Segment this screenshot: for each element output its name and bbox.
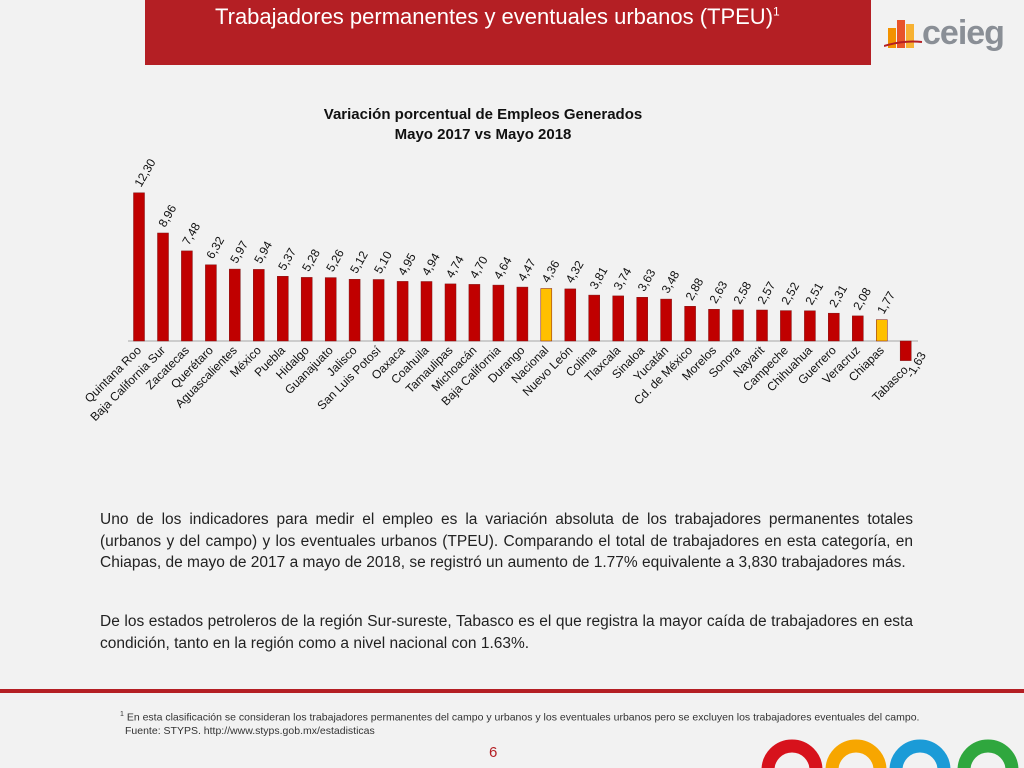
bar-16	[516, 286, 529, 342]
page-number: 6	[489, 744, 498, 761]
value-label-8: 5,26	[323, 247, 347, 275]
value-label-20: 3,74	[611, 265, 635, 293]
chart-subtitle: Mayo 2017 vs Mayo 2018	[395, 126, 572, 143]
bar-15	[492, 284, 505, 342]
value-label-29: 2,31	[826, 282, 850, 310]
decorative-rings	[761, 739, 1019, 768]
paragraph-2: De los estados petroleros de la región S…	[100, 613, 913, 652]
value-label-6: 5,37	[275, 245, 299, 273]
bar-5	[253, 269, 265, 342]
ring-red	[761, 739, 823, 768]
bar-18	[564, 288, 577, 342]
bar-8	[324, 277, 337, 342]
value-label-15: 4,64	[491, 254, 515, 282]
bar-7	[300, 277, 313, 342]
ring-blue	[889, 739, 951, 768]
bar-32	[899, 340, 912, 361]
value-label-12: 4,94	[419, 250, 443, 278]
page-title-text: Trabajadores permanentes y eventuales ur…	[215, 4, 774, 29]
bar-1	[157, 232, 169, 342]
bar-11	[396, 281, 409, 342]
value-label-24: 2,63	[706, 278, 730, 306]
bar-28	[804, 310, 816, 342]
value-label-16: 4,47	[515, 256, 539, 284]
bar-3	[205, 264, 217, 342]
logo-icon	[884, 20, 923, 48]
footer-divider	[0, 689, 1024, 693]
chart-title: Variación porcentual de Empleos Generado…	[324, 106, 642, 123]
value-label-2: 7,48	[179, 220, 203, 248]
bar-30	[852, 315, 864, 342]
bar-26	[756, 309, 768, 342]
value-label-27: 2,52	[778, 280, 802, 308]
value-label-31: 1,77	[874, 289, 898, 317]
bar-chart: Variación porcentual de Empleos Generado…	[82, 106, 929, 424]
ceieg-logo: ceieg	[884, 14, 1014, 54]
ring-orange	[825, 739, 887, 768]
value-label-28: 2,51	[802, 280, 826, 308]
bar-19	[588, 294, 600, 342]
bar-14	[468, 284, 481, 342]
value-label-13: 4,74	[443, 253, 467, 281]
value-label-25: 2,58	[730, 279, 754, 307]
footnote-text: En esta clasificación se consideran los …	[126, 711, 920, 724]
value-label-5: 5,94	[251, 238, 275, 266]
value-label-14: 4,70	[467, 253, 491, 281]
bar-6	[277, 276, 289, 342]
value-label-4: 5,97	[227, 238, 251, 266]
category-label-32: Tabasco	[869, 363, 911, 405]
bar-29	[828, 312, 840, 342]
value-label-11: 4,95	[395, 250, 419, 278]
bar-21	[636, 297, 648, 342]
value-label-17: 4,36	[539, 257, 563, 285]
bar-31	[876, 319, 888, 342]
bar-25	[732, 309, 744, 342]
bar-20	[612, 295, 624, 342]
paragraph-1: Uno de los indicadores para medir el emp…	[100, 511, 913, 571]
value-label-1: 8,96	[155, 202, 179, 230]
footnote-source: Fuente: STYPS. http://www.styps.gob.mx/e…	[125, 724, 375, 737]
value-label-18: 4,32	[563, 258, 587, 286]
value-label-23: 2,88	[683, 275, 707, 303]
value-label-30: 2,08	[850, 285, 874, 313]
value-label-9: 5,12	[347, 248, 371, 276]
bar-17	[540, 288, 553, 342]
value-label-19: 3,81	[587, 264, 611, 292]
value-label-0: 12,30	[131, 156, 158, 189]
footnote: 1 En esta clasificación se consideran lo…	[120, 708, 919, 738]
page-title: Trabajadores permanentes y eventuales ur…	[215, 4, 780, 30]
bar-0	[133, 192, 145, 342]
value-label-21: 3,63	[635, 266, 659, 294]
bar-2	[181, 250, 193, 342]
header-bar	[145, 0, 871, 65]
bar-9	[348, 279, 361, 342]
bar-27	[780, 310, 792, 342]
value-label-22: 3,48	[659, 268, 683, 296]
bar-23	[684, 306, 696, 342]
footnote-mark: 1	[120, 711, 124, 718]
value-label-3: 6,32	[203, 234, 227, 262]
value-label-26: 2,57	[754, 279, 778, 307]
ring-green	[957, 739, 1019, 768]
value-label-7: 5,28	[299, 246, 323, 274]
bar-24	[708, 309, 720, 342]
bar-4	[229, 268, 241, 342]
title-footnote-mark: 1	[773, 4, 780, 19]
bar-22	[660, 298, 672, 342]
logo-text: ceieg	[922, 14, 1005, 52]
bar-10	[372, 279, 385, 342]
bar-12	[420, 281, 433, 342]
bar-13	[444, 283, 457, 342]
value-label-10: 5,10	[371, 248, 395, 276]
